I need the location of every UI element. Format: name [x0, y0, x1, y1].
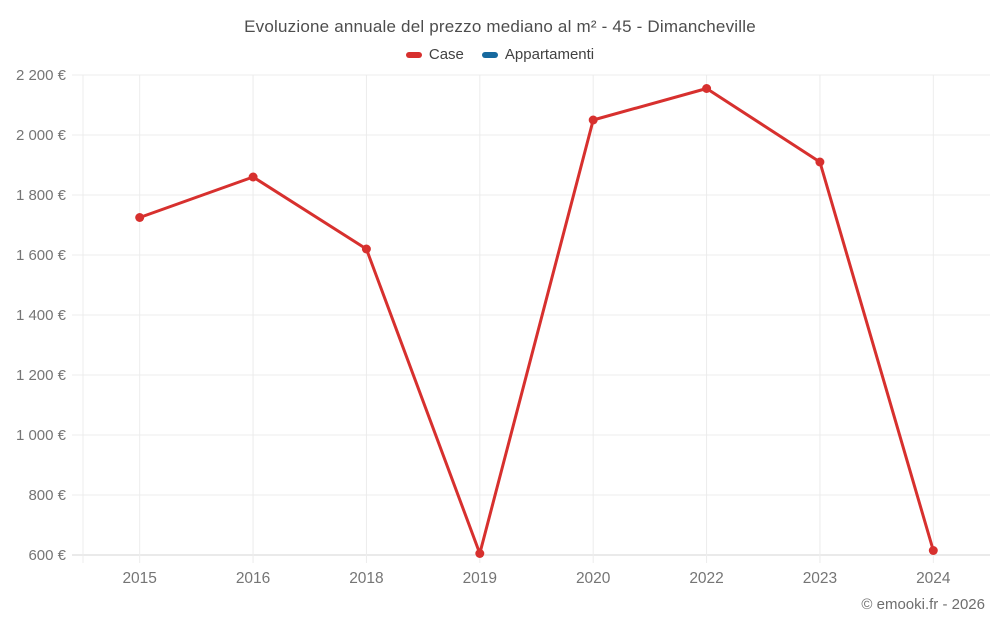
- y-axis-tick-label: 1 400 €: [16, 307, 67, 324]
- y-axis-tick-label: 2 000 €: [16, 127, 67, 144]
- legend-label-appartamenti: Appartamenti: [504, 46, 595, 63]
- y-axis-tick-label: 1 800 €: [16, 187, 67, 204]
- data-point-case: [361, 244, 371, 254]
- data-point-case: [928, 546, 938, 555]
- legend-swatch-case: [405, 51, 422, 58]
- x-axis-tick-label: 2024: [916, 570, 951, 587]
- y-axis-tick-label: 1 600 €: [16, 247, 67, 264]
- data-point-case: [815, 157, 825, 167]
- chart-legend: Case Appartamenti: [0, 46, 1000, 63]
- y-axis-tick-label: 1 200 €: [16, 367, 67, 384]
- legend-item-appartamenti[interactable]: Appartamenti: [481, 46, 595, 63]
- x-axis-tick-label: 2015: [122, 570, 156, 587]
- legend-label-case: Case: [428, 46, 464, 63]
- x-axis-tick-label: 2022: [689, 570, 723, 587]
- y-axis-tick-label: 1 000 €: [16, 427, 67, 444]
- y-axis-tick-label: 2 200 €: [16, 67, 67, 84]
- data-point-case: [135, 213, 145, 222]
- x-axis-tick-label: 2016: [236, 570, 270, 587]
- series-line-case: [138, 87, 935, 555]
- legend-swatch-appartamenti: [481, 51, 498, 58]
- chart-title: Evoluzione annuale del prezzo mediano al…: [244, 17, 756, 36]
- x-axis-tick-label: 2019: [463, 570, 497, 587]
- x-axis-tick-label: 2023: [803, 570, 837, 587]
- data-point-case: [588, 115, 598, 125]
- data-point-case: [702, 84, 712, 93]
- data-point-case: [475, 549, 485, 558]
- watermark-credit: © emooki.fr - 2026: [861, 596, 985, 613]
- y-axis-tick-label: 600 €: [28, 547, 66, 564]
- x-axis-tick-label: 2018: [349, 570, 383, 587]
- x-axis-tick-label: 2020: [576, 570, 611, 587]
- legend-item-case[interactable]: Case: [405, 46, 464, 63]
- y-axis-tick-label: 800 €: [28, 487, 66, 504]
- data-point-case: [248, 172, 258, 182]
